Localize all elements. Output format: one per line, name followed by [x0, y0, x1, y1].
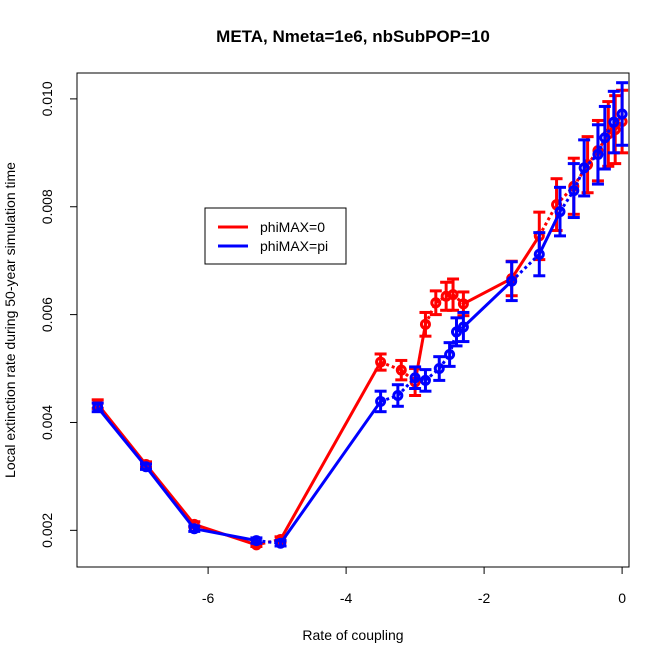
series-segment	[144, 465, 196, 530]
data-point	[444, 349, 456, 361]
legend-label-phimax-pi: phiMAX=pi	[260, 238, 328, 254]
data-point	[457, 321, 469, 333]
series-segment	[414, 376, 426, 382]
data-point	[608, 116, 620, 128]
data-point	[250, 535, 262, 547]
series-segment	[462, 280, 513, 329]
data-point	[578, 162, 590, 174]
series-segment	[144, 463, 196, 526]
data-point	[554, 206, 566, 218]
data-point	[592, 148, 604, 160]
series-0	[91, 88, 629, 551]
data-point	[392, 390, 404, 402]
y-tick-label: 0.002	[39, 513, 55, 548]
legend-label-phimax-0: phiMAX=0	[260, 219, 325, 235]
x-axis: -6 -4 -2 0	[202, 566, 626, 606]
series-segment	[537, 210, 562, 255]
series-segment	[96, 406, 148, 468]
data-point	[599, 132, 611, 144]
series-segment	[435, 294, 447, 305]
data-point	[419, 318, 431, 330]
series-segment	[279, 361, 382, 541]
x-tick-label: -6	[202, 590, 215, 606]
series-segment	[572, 163, 589, 188]
data-point	[188, 523, 200, 535]
series-1	[91, 81, 629, 549]
y-tick-label: 0.008	[39, 189, 55, 224]
data-point	[395, 364, 407, 376]
data-point	[433, 363, 445, 375]
data-point	[275, 537, 287, 549]
x-axis-title: Rate of coupling	[302, 627, 403, 643]
series-segment	[510, 235, 541, 280]
chart-title: META, Nmeta=1e6, nbSubPOP=10	[216, 27, 490, 46]
series-segment	[452, 293, 465, 305]
data-point	[568, 185, 580, 197]
x-tick-label: 0	[618, 590, 626, 606]
legend-box	[204, 207, 347, 265]
data-point	[419, 374, 431, 386]
data-point	[447, 289, 459, 301]
data-point	[375, 356, 387, 368]
data-point	[140, 461, 152, 473]
data-point	[409, 372, 421, 384]
data-point	[616, 108, 628, 120]
y-tick-label: 0.004	[39, 405, 55, 440]
y-axis: 0.002 0.004 0.006 0.008 0.010	[39, 81, 78, 548]
plot-frame	[76, 72, 630, 568]
data-point	[92, 401, 104, 413]
data-point	[430, 297, 442, 309]
series-segment	[279, 400, 382, 545]
y-axis-title: Local extinction rate during 50-year sim…	[2, 162, 18, 478]
data-point	[457, 298, 469, 310]
x-tick-label: -4	[340, 590, 353, 606]
data-point	[506, 275, 518, 287]
series-layer	[91, 81, 629, 551]
legend: phiMAX=0 phiMAX=pi	[204, 207, 347, 265]
x-tick-label: -2	[478, 590, 491, 606]
y-tick-label: 0.006	[39, 297, 55, 332]
y-tick-label: 0.010	[39, 81, 55, 116]
series-segment	[462, 277, 513, 306]
series-segment	[510, 253, 541, 283]
data-point	[451, 326, 462, 338]
series-segment	[413, 324, 427, 383]
data-point	[375, 395, 387, 407]
data-point	[533, 248, 545, 260]
series-segment	[194, 527, 257, 543]
